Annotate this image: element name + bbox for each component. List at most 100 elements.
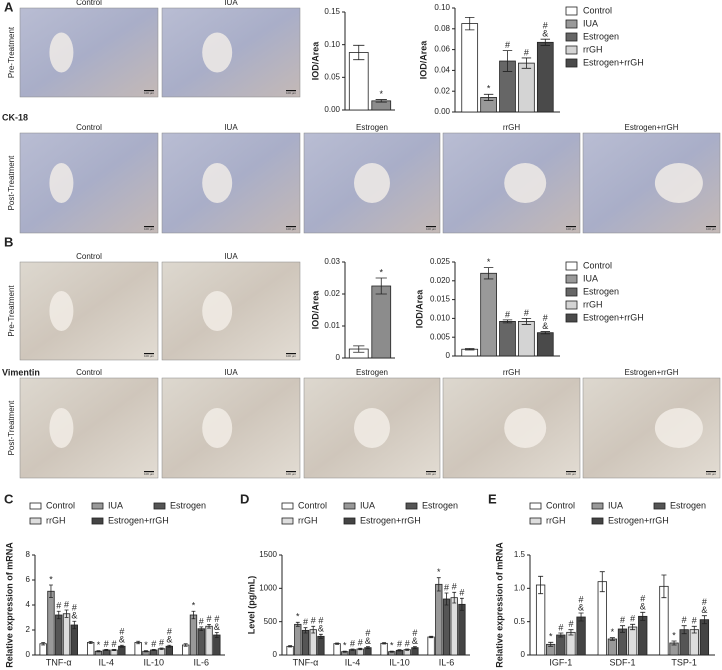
legend-swatch	[91, 502, 104, 510]
y-tick-label: 0	[273, 650, 278, 659]
image-label: IUA	[224, 252, 238, 261]
scale-bar	[286, 226, 296, 228]
tissue-feature	[202, 291, 233, 331]
error-bar	[405, 648, 410, 651]
legend-swatch	[565, 19, 578, 29]
x-tick-label: IL-6	[439, 657, 455, 667]
scale-bar	[706, 226, 716, 228]
tissue-feature	[504, 408, 547, 448]
x-tick-label: IL-4	[98, 657, 114, 667]
error-bar	[459, 597, 464, 611]
tissue-feature	[504, 163, 547, 203]
error-bar	[214, 632, 219, 638]
error-bar	[335, 642, 340, 645]
error-bar	[429, 635, 434, 639]
legend-label: rrGH	[583, 44, 603, 54]
x-tick-label: TSP-1	[671, 657, 697, 667]
image-label: Estrogen+rrGH	[624, 368, 678, 377]
legend-label: Control	[298, 500, 327, 510]
error-bar	[558, 632, 564, 638]
error-bar	[56, 610, 61, 620]
legend-label: Estrogen+rrGH	[608, 515, 669, 525]
bar	[518, 62, 535, 113]
significance-mark: #	[72, 603, 77, 613]
significance-mark: #	[159, 637, 164, 647]
bar	[86, 642, 95, 656]
legend-swatch	[529, 502, 542, 510]
row-label: Post-Treatment	[7, 155, 16, 211]
legend-label: Estrogen	[670, 500, 706, 510]
error-bar	[104, 648, 109, 652]
bar	[213, 634, 221, 656]
y-tick-label: 0.005	[430, 332, 451, 341]
legend-swatch	[29, 517, 42, 525]
row-label: Pre-Treatment	[7, 285, 16, 337]
significance-mark: #	[452, 582, 457, 592]
x-tick-label: IL-10	[143, 657, 164, 667]
image-label: Control	[76, 0, 102, 7]
significance-mark: *	[379, 267, 383, 277]
bar	[333, 643, 341, 656]
y-tick-label: 0.02	[324, 289, 340, 298]
scale-bar-label: 100 μm	[144, 354, 155, 358]
significance-mark: #	[505, 40, 510, 50]
scale-bar-label: 100 μm	[286, 354, 297, 358]
scale-bar	[144, 471, 154, 473]
tissue-feature	[202, 163, 233, 203]
significance-mark: #	[303, 617, 308, 627]
significance-mark: &	[119, 635, 125, 645]
row-label: Post-Treatment	[7, 400, 16, 456]
legend-label: Estrogen+rrGH	[583, 312, 644, 322]
scale-bar-label: 100 μm	[144, 91, 155, 95]
legend-swatch	[591, 502, 604, 510]
error-bar	[444, 592, 449, 606]
y-tick-label: 0.015	[430, 295, 451, 304]
error-bar	[483, 93, 494, 101]
y-tick-label: 2	[26, 625, 31, 634]
legend-swatch	[529, 517, 542, 525]
error-bar	[353, 345, 365, 353]
y-tick-label: 0.03	[324, 257, 340, 266]
significance-mark: &	[640, 602, 646, 612]
significance-mark: #	[350, 638, 355, 648]
significance-mark: #	[505, 309, 510, 319]
error-bar	[382, 642, 387, 645]
y-tick-label: 0	[26, 650, 31, 659]
image-label: rrGH	[503, 123, 521, 132]
bar	[480, 272, 497, 357]
marker-label: CK-18	[2, 112, 28, 122]
bar	[435, 583, 443, 656]
x-tick-label: SDF-1	[609, 657, 635, 667]
y-tick-label: 1500	[259, 550, 277, 559]
scale-bar-label: 100 μm	[286, 227, 297, 231]
significance-mark: #	[151, 639, 156, 649]
legend-label: Estrogen	[583, 286, 619, 296]
error-bar	[365, 646, 370, 650]
error-bar	[112, 648, 116, 652]
legend-swatch	[153, 502, 166, 510]
x-tick-label: TNF-α	[293, 657, 319, 667]
significance-mark: #	[702, 597, 707, 607]
y-tick-label: 0.06	[434, 45, 450, 54]
scale-bar	[566, 226, 576, 228]
image-label: Estrogen+rrGH	[624, 123, 678, 132]
y-tick-label: 0.010	[430, 314, 451, 323]
significance-mark: &	[701, 605, 707, 615]
x-tick-label: TNF-α	[46, 657, 72, 667]
error-bar	[540, 38, 551, 46]
legend-swatch	[565, 274, 578, 284]
error-bar	[548, 641, 554, 647]
tissue-feature	[202, 32, 233, 73]
significance-mark: #	[630, 614, 635, 624]
panel-letter: B	[4, 234, 13, 249]
error-bar	[464, 348, 475, 351]
bar	[458, 603, 466, 656]
scale-bar	[426, 226, 436, 228]
x-tick-label: IGF-1	[549, 657, 572, 667]
y-tick-label: 0.020	[430, 276, 451, 285]
error-bar	[412, 646, 417, 650]
error-bar	[521, 57, 532, 69]
error-bar	[295, 621, 300, 627]
legend-swatch	[565, 313, 578, 323]
